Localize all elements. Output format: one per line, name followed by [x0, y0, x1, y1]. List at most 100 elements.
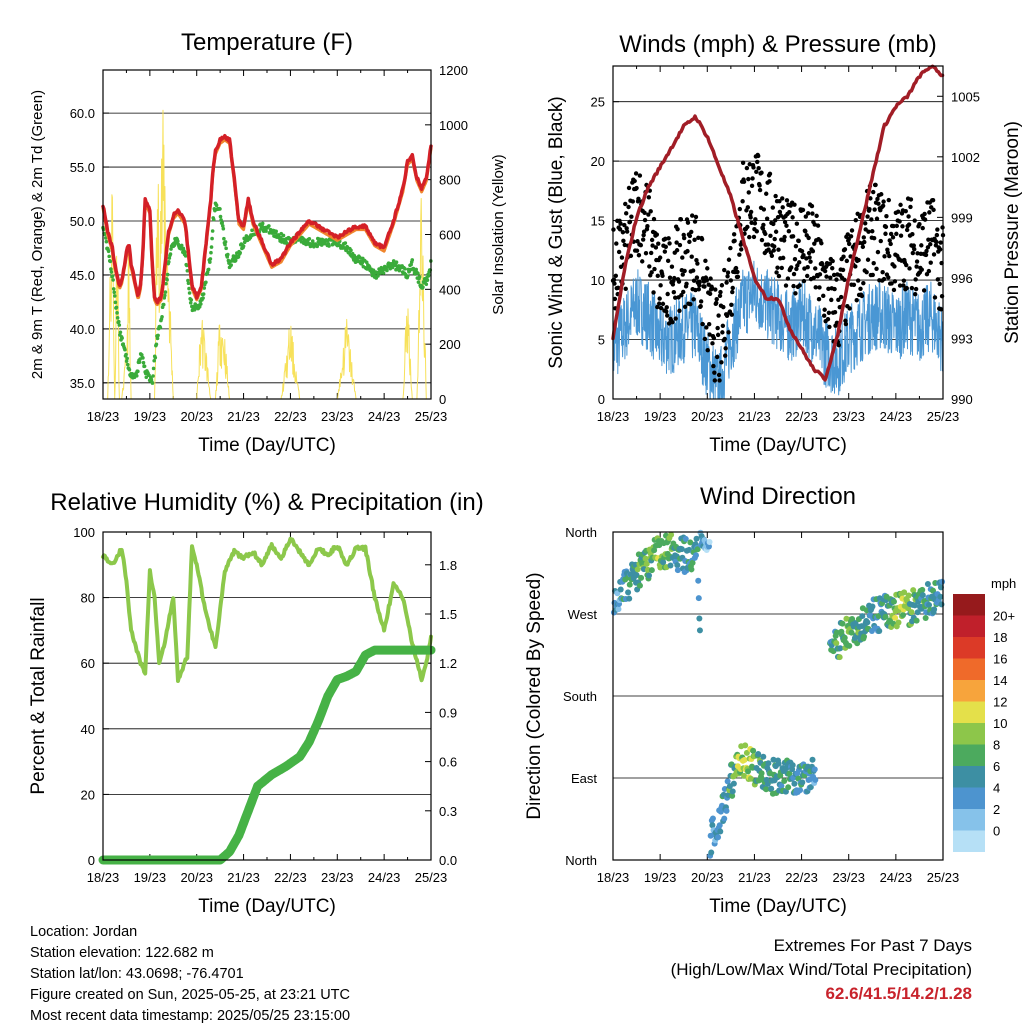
dewpoint-point [403, 267, 407, 271]
gust-point [735, 274, 741, 279]
gust-point [752, 221, 758, 226]
gust-point [896, 209, 901, 214]
direction-point [696, 627, 703, 634]
gust-point [816, 296, 822, 302]
dewpoint-point [349, 248, 353, 253]
gust-point [938, 240, 943, 245]
gust-point [634, 248, 640, 253]
gust-point [763, 231, 768, 237]
direction-xtick-label: 25/23 [927, 870, 960, 885]
dewpoint-point [141, 360, 146, 365]
direction-ytick-label: West [568, 607, 598, 622]
temperature-y2tick-label: 1200 [439, 63, 468, 78]
dewpoint-point [405, 274, 410, 278]
gust-point [883, 224, 889, 230]
colorbar-swatch [953, 787, 985, 809]
direction-point [882, 613, 889, 620]
dewpoint-point [127, 367, 132, 372]
gust-point [848, 234, 854, 239]
gust-point [613, 273, 619, 278]
gust-point [802, 266, 807, 271]
dewpoint-point [142, 364, 147, 369]
extremes-box: Extremes For Past 7 Days (High/Low/Max W… [671, 934, 972, 1006]
gust-point [871, 236, 877, 241]
gust-point [891, 287, 897, 293]
gust-point [909, 285, 915, 291]
gust-point [826, 310, 832, 316]
direction-point [674, 567, 681, 574]
gust-point [928, 260, 933, 265]
temperature-ytick-label: 60.0 [70, 106, 95, 121]
gust-point [832, 286, 837, 292]
humidity-xtick-label: 22/23 [274, 870, 307, 885]
dewpoint-point [209, 245, 214, 249]
gust-point [645, 223, 650, 229]
temperature-xtick-label: 18/23 [87, 409, 120, 424]
gust-point [881, 199, 886, 204]
precip-series [98, 645, 436, 865]
direction-title: Wind Direction [700, 483, 856, 510]
gust-point [723, 346, 728, 351]
colorbar-label: 18 [993, 630, 1007, 645]
gust-point [690, 268, 696, 273]
temperature-y2tick-label: 400 [439, 282, 461, 297]
direction-xtick-label: 21/23 [738, 870, 771, 885]
humidity-y2tick-label: 0.9 [439, 705, 457, 720]
colorbar-swatch [953, 594, 985, 616]
gust-point [650, 243, 655, 248]
direction-point [743, 749, 750, 756]
gust-point [885, 250, 891, 255]
gust-point [786, 229, 792, 234]
rh-series [101, 536, 433, 683]
dewpoint-point [137, 360, 142, 364]
gust-point [719, 283, 725, 288]
dewpoint-point [114, 305, 119, 310]
humidity-y2tick-label: 0.0 [439, 853, 457, 868]
gust-point [674, 248, 680, 253]
gust-point [931, 207, 936, 213]
direction-point [914, 609, 921, 616]
gust-point [708, 276, 713, 281]
gust-point [813, 285, 818, 290]
dewpoint-point [264, 229, 268, 233]
gust-point [803, 229, 808, 234]
humidity-xtick-label: 18/23 [87, 870, 120, 885]
dewpoint-point [124, 352, 128, 357]
direction-xlabel: Time (Day/UTC) [709, 896, 847, 917]
dewpoint-point [267, 224, 271, 228]
gust-point [781, 238, 787, 243]
direction-point [809, 756, 816, 763]
winds-xtick-label: 23/23 [832, 409, 865, 424]
gust-point [898, 233, 904, 238]
gust-point [698, 299, 704, 304]
dewpoint-point [410, 258, 415, 262]
gust-point [767, 171, 773, 177]
gust-point [711, 363, 716, 369]
gust-point [651, 216, 657, 222]
winds-xtick-label: 24/23 [880, 409, 913, 424]
gust-point [673, 295, 678, 300]
gust-point [912, 292, 918, 297]
gust-point [780, 196, 785, 201]
temperature-y2tick-label: 0 [439, 392, 446, 407]
gust-point [881, 276, 887, 282]
gust-point [810, 249, 816, 254]
gust-point [784, 198, 790, 203]
gust-point [813, 266, 818, 271]
gust-point [805, 264, 810, 270]
direction-point [892, 614, 899, 621]
direction-point [937, 593, 944, 600]
dewpoint-point [151, 366, 156, 371]
gust-point [759, 237, 765, 243]
gust-point [689, 229, 694, 235]
dewpoint-point [358, 255, 362, 260]
gust-point [665, 258, 671, 264]
direction-point [724, 778, 731, 785]
gust-point [725, 270, 731, 275]
gust-point [784, 223, 789, 228]
gust-point [622, 222, 627, 228]
gust-point [616, 249, 622, 255]
dewpoint-point [214, 203, 219, 208]
gust-point [914, 259, 920, 264]
dewpoint-point [134, 374, 139, 378]
